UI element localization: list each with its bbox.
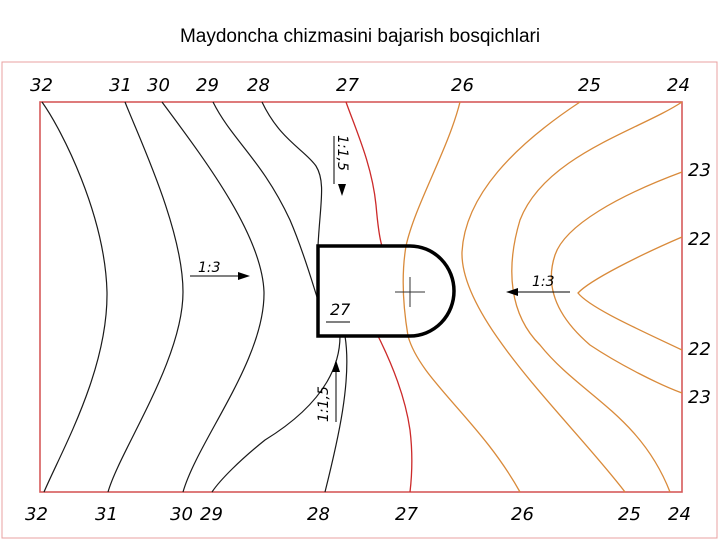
bottom-label: 27 xyxy=(395,504,418,525)
platform: 27 xyxy=(316,244,456,338)
arrow-head-icon xyxy=(338,184,346,196)
bottom-label: 31 xyxy=(95,504,118,525)
top-label: 28 xyxy=(247,75,270,96)
contour-line-27 xyxy=(345,101,413,493)
right-label: 22 xyxy=(688,229,711,250)
top-label: 30 xyxy=(147,75,170,96)
slope-note-lower: 1:1,5 xyxy=(316,386,332,422)
slide-title: Maydoncha chizmasini bajarish bosqichlar… xyxy=(179,26,541,47)
top-label: 32 xyxy=(30,75,53,96)
platform-elevation-label: 27 xyxy=(330,300,351,319)
contour-line-23 xyxy=(550,171,683,394)
bottom-label: 32 xyxy=(25,504,48,525)
arrow-head-icon xyxy=(332,360,340,372)
slope-note-upper: 1:1,5 xyxy=(334,135,350,171)
top-label: 25 xyxy=(578,75,601,96)
bottom-label: 30 xyxy=(170,504,193,525)
top-label: 31 xyxy=(109,75,132,96)
cross-marker-icon xyxy=(395,277,425,307)
outer-border xyxy=(1,61,718,539)
elevation-labels-bottom: 32 31 30 29 28 27 26 25 24 xyxy=(25,504,691,525)
contour-line-32 xyxy=(41,101,108,493)
right-label: 23 xyxy=(688,387,711,408)
top-label: 24 xyxy=(667,75,690,96)
contour-line-31 xyxy=(107,101,184,493)
right-label: 22 xyxy=(688,339,711,360)
bottom-label: 24 xyxy=(668,504,691,525)
slope-note-left: 1:3 xyxy=(198,260,221,276)
contour-line-30 xyxy=(161,101,265,493)
arrow-head-icon xyxy=(238,272,250,280)
top-label: 29 xyxy=(196,75,219,96)
bottom-label: 29 xyxy=(200,504,223,525)
bottom-label: 26 xyxy=(511,504,534,525)
arrow-head-icon xyxy=(506,288,518,296)
platform-outline xyxy=(316,244,456,338)
top-label: 27 xyxy=(336,75,359,96)
elevation-labels-right: 23 22 22 23 xyxy=(688,160,711,408)
contour-line-24 xyxy=(511,101,683,493)
bottom-label: 28 xyxy=(307,504,330,525)
slope-note-right: 1:3 xyxy=(532,274,555,290)
contour-line-22 xyxy=(577,236,683,351)
bottom-label: 25 xyxy=(618,504,641,525)
contour-line-28 xyxy=(261,101,348,493)
plan-frame xyxy=(39,101,683,493)
slope-annotations: 1:3 1:3 1:1,5 1:1,5 xyxy=(190,135,570,422)
contour-line-25 xyxy=(461,101,626,493)
right-label: 23 xyxy=(688,160,711,181)
contour-line-26 xyxy=(402,101,521,493)
contour-lines xyxy=(41,101,683,493)
contour-line-29 xyxy=(211,101,341,493)
elevation-labels-top: 32 31 30 29 28 27 26 25 24 xyxy=(30,75,690,96)
top-label: 26 xyxy=(451,75,474,96)
